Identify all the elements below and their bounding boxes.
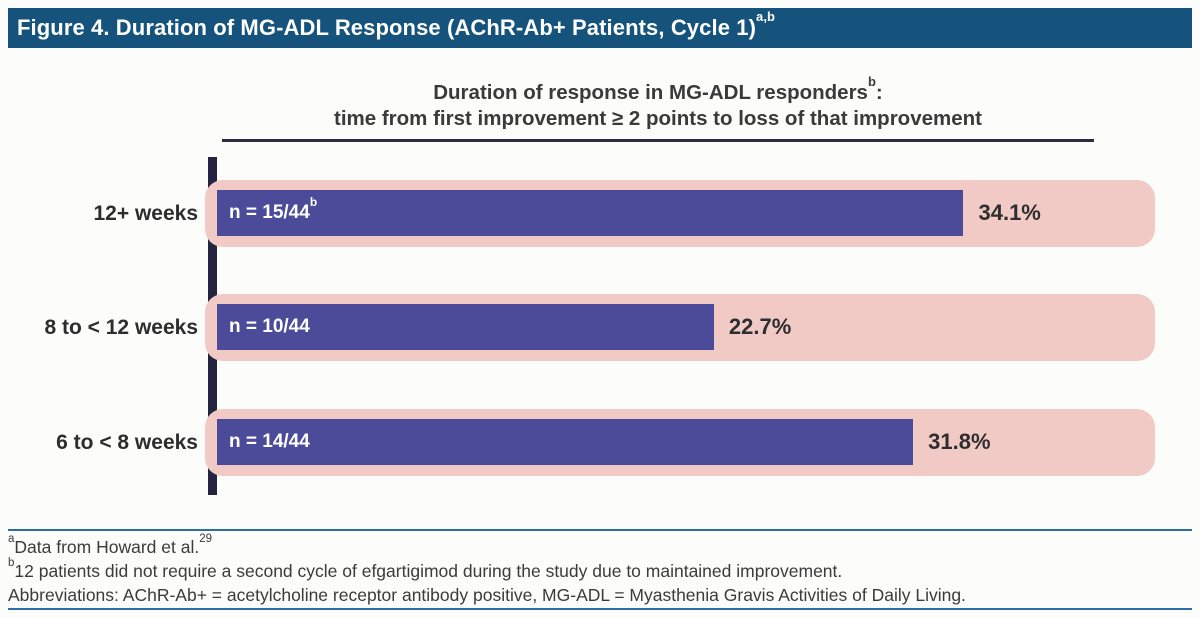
footnote-divider-bottom <box>8 608 1192 610</box>
chart-title-line1: Duration of response in MG-ADL responder… <box>433 74 883 104</box>
bar-area: n = 14/44 31.8% <box>217 419 1143 465</box>
bar-track: n = 15/44b 34.1% <box>205 180 1155 247</box>
chart-title-superscript: b <box>867 74 876 90</box>
bar-6-to-8-weeks: n = 14/44 <box>217 419 914 465</box>
figure-title-bar: Figure 4. Duration of MG-ADL Response (A… <box>8 8 1192 48</box>
bar-area: n = 10/44 22.7% <box>217 304 1143 350</box>
category-label-8-to-12-weeks: 8 to < 12 weeks <box>44 315 198 339</box>
footnote-abbreviations: Abbreviations: AChR-Ab+ = acetylcholine … <box>8 585 966 605</box>
bar-n-label: n = 10/44 <box>229 316 310 337</box>
bar-area: n = 15/44b 34.1% <box>217 190 1143 236</box>
footnotes: aData from Howard et al.29 b12 patients … <box>8 533 1192 607</box>
value-label: 34.1% <box>978 200 1041 225</box>
bar-n-label: n = 15/44b <box>229 194 318 223</box>
footnote-a: aData from Howard et al.29 <box>8 533 212 557</box>
figure-title: Figure 4. Duration of MG-ADL Response (A… <box>17 8 776 40</box>
bar-12-plus-weeks: n = 15/44b <box>217 190 964 236</box>
figure-title-superscript: a,b <box>756 8 776 24</box>
footnote-a-reference: 29 <box>199 533 212 546</box>
footnote-b: b12 patients did not require a second cy… <box>8 557 843 581</box>
bar-track: n = 14/44 31.8% <box>205 409 1155 476</box>
footnote-a-marker: a <box>8 533 15 546</box>
value-label: 31.8% <box>928 429 991 454</box>
footnote-b-marker: b <box>8 557 15 570</box>
footnote-divider-top <box>8 529 1192 531</box>
value-label: 22.7% <box>728 314 792 339</box>
chart-title-line2: time from first improvement ≥ 2 points t… <box>334 107 982 130</box>
bar-track: n = 10/44 22.7% <box>205 294 1155 361</box>
category-label-12-plus-weeks: 12+ weeks <box>93 201 198 225</box>
bar-8-to-12-weeks: n = 10/44 <box>217 304 714 350</box>
chart-title: Duration of response in MG-ADL responder… <box>222 74 1094 142</box>
bar-n-superscript: b <box>309 194 318 209</box>
bar-n-label: n = 14/44 <box>229 431 310 452</box>
category-label-6-to-8-weeks: 6 to < 8 weeks <box>56 430 198 454</box>
